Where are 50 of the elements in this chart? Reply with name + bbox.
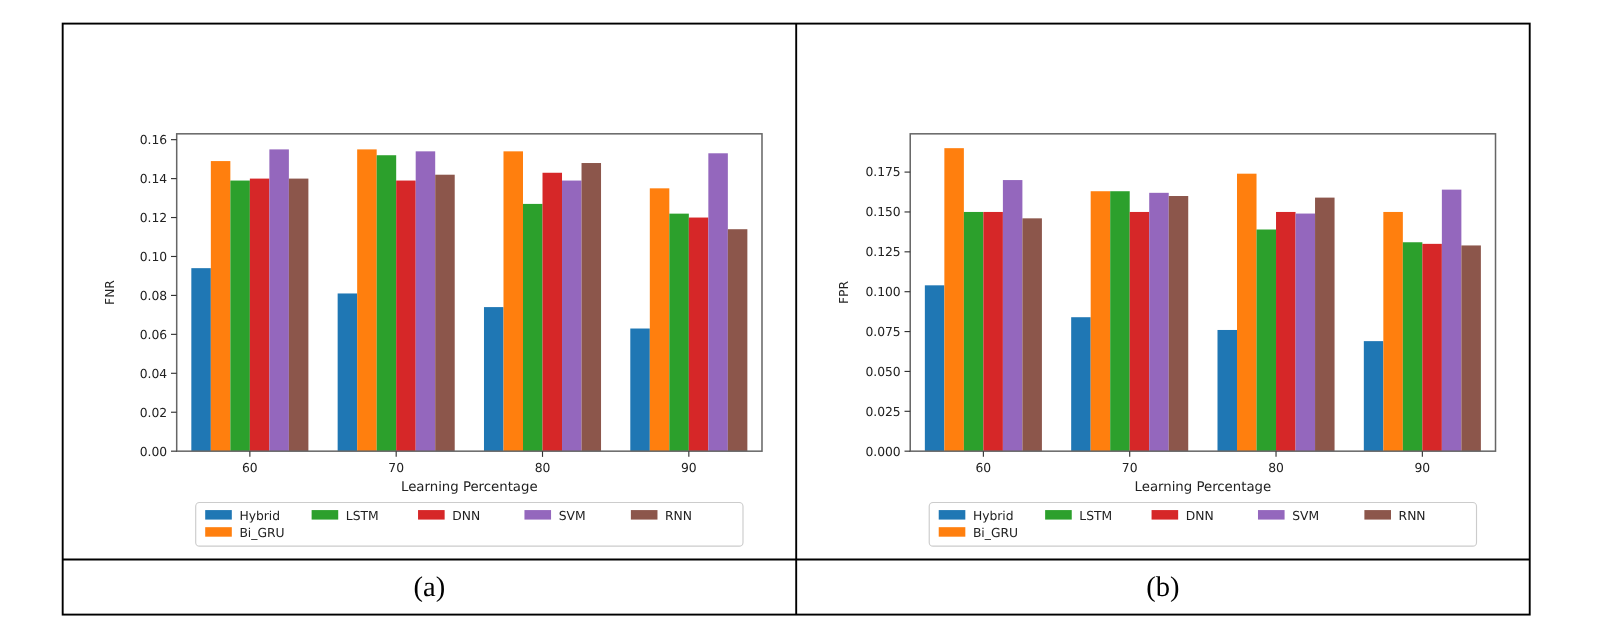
bar (288, 178, 309, 452)
bar (1441, 189, 1462, 452)
bar (523, 203, 543, 452)
bar (357, 149, 377, 452)
bar (1295, 213, 1316, 452)
bar (1090, 191, 1111, 452)
bar (1022, 218, 1042, 452)
bar (944, 148, 964, 452)
text: (a) (413, 571, 446, 604)
bar (1461, 245, 1481, 452)
bar (1002, 180, 1023, 452)
bar (688, 217, 709, 452)
bar (376, 155, 397, 452)
text: (b) (1146, 571, 1181, 604)
bar (191, 268, 211, 452)
bar (1256, 229, 1277, 452)
bar (396, 180, 416, 452)
bar (727, 229, 748, 452)
bar (983, 211, 1003, 452)
bar (269, 149, 289, 452)
bar (924, 285, 945, 452)
bar (1149, 192, 1169, 452)
bar (630, 328, 650, 452)
bar (249, 178, 270, 452)
bar (1110, 191, 1130, 452)
bar (1217, 329, 1238, 452)
bar (1237, 173, 1257, 452)
bar (1129, 211, 1150, 452)
bar (669, 213, 689, 452)
bar (963, 211, 984, 452)
bar (210, 161, 231, 452)
bar (230, 180, 250, 452)
bar (542, 172, 563, 452)
bar (581, 163, 602, 452)
bar (562, 180, 582, 452)
bar (435, 174, 455, 452)
bar (1071, 317, 1091, 452)
bar (1383, 211, 1403, 452)
bar (649, 188, 670, 452)
bar (503, 151, 523, 452)
bar (415, 151, 436, 452)
bar (1315, 197, 1335, 452)
bar (1363, 341, 1384, 452)
bar (1422, 243, 1442, 452)
bar (1276, 211, 1296, 452)
bar (1402, 242, 1423, 452)
bar (1168, 196, 1189, 452)
bar (708, 153, 728, 452)
bar (483, 307, 504, 452)
bar (337, 293, 358, 452)
